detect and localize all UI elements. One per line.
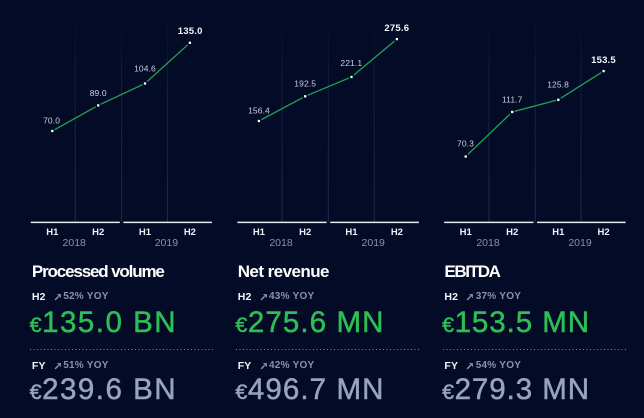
svg-text:2019: 2019	[155, 237, 179, 249]
svg-text:89.0: 89.0	[90, 88, 107, 98]
svg-text:H1: H1	[345, 227, 358, 238]
svg-text:H2: H2	[506, 227, 518, 238]
svg-text:192.5: 192.5	[294, 78, 316, 88]
svg-text:70.3: 70.3	[457, 138, 474, 148]
svg-text:111.7: 111.7	[502, 94, 523, 104]
svg-text:2018: 2018	[476, 237, 500, 249]
svg-text:H2: H2	[598, 227, 610, 238]
svg-text:275.6: 275.6	[384, 23, 409, 34]
svg-text:H2: H2	[391, 227, 403, 238]
svg-text:H2: H2	[299, 227, 311, 238]
svg-text:H2: H2	[184, 227, 196, 238]
svg-text:135.0: 135.0	[178, 26, 203, 37]
svg-text:H1: H1	[460, 227, 473, 238]
svg-text:153.5: 153.5	[591, 55, 616, 66]
svg-text:125.8: 125.8	[547, 80, 569, 90]
svg-text:H1: H1	[46, 227, 59, 238]
svg-text:221.1: 221.1	[340, 58, 362, 68]
svg-text:104.6: 104.6	[134, 63, 156, 73]
svg-text:H1: H1	[253, 227, 266, 238]
svg-text:2019: 2019	[568, 237, 592, 249]
svg-text:H2: H2	[92, 227, 104, 238]
svg-text:2019: 2019	[362, 237, 386, 249]
svg-text:H1: H1	[139, 227, 152, 238]
svg-text:H1: H1	[552, 227, 565, 238]
svg-text:2018: 2018	[269, 237, 293, 249]
svg-text:70.0: 70.0	[43, 115, 60, 125]
svg-text:156.4: 156.4	[248, 106, 270, 116]
svg-text:2018: 2018	[63, 237, 87, 249]
